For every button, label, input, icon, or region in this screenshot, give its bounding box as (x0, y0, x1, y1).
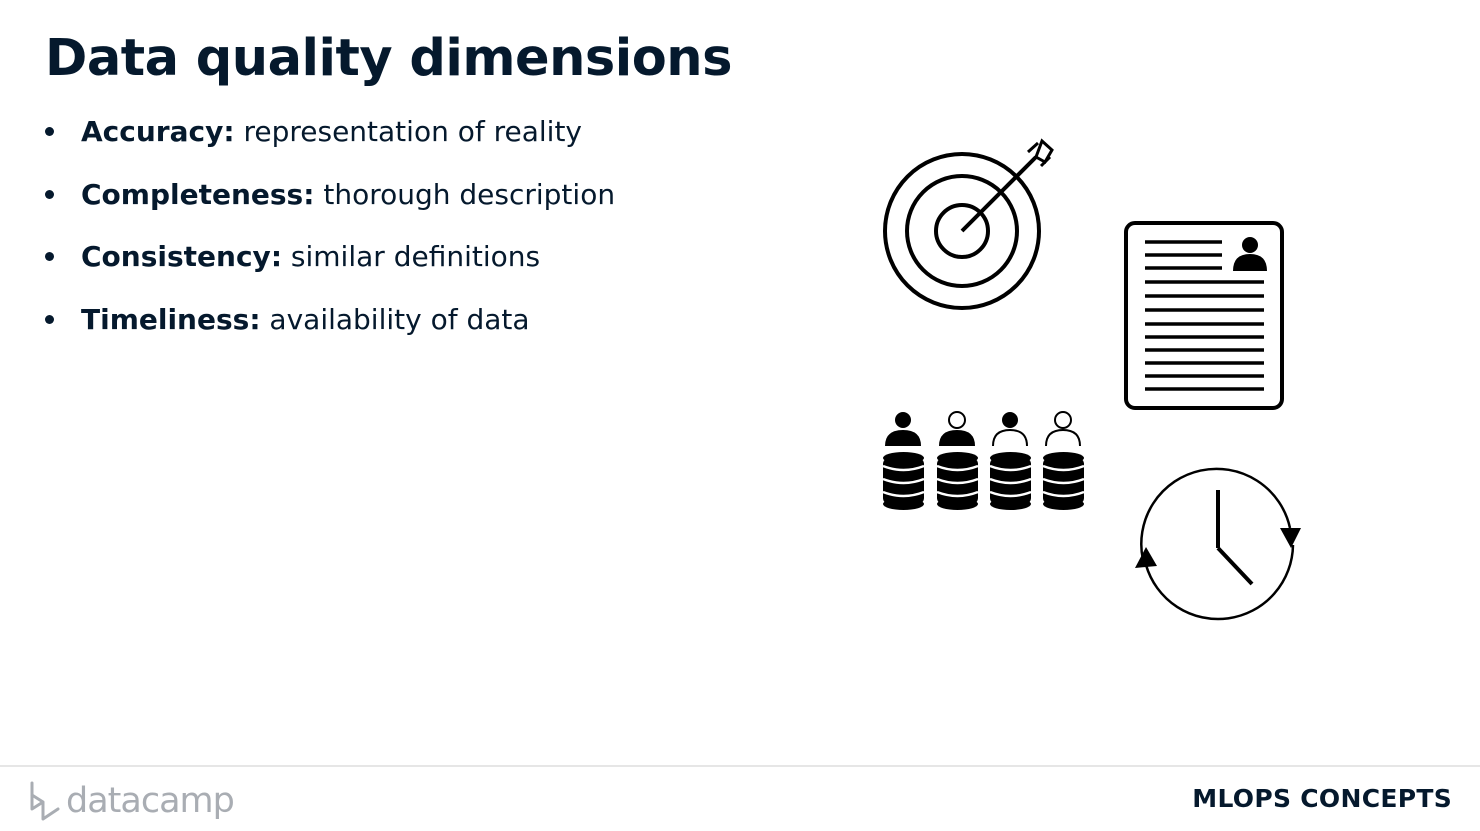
bullet-description: availability of data (260, 302, 530, 336)
bullet-description: representation of reality (234, 115, 582, 148)
bullet-term: Completeness (81, 177, 304, 211)
bullet-description: similar definitions (282, 240, 541, 273)
bullet-consistency: Consistency: similar definitions (45, 237, 615, 300)
bullet-term: Consistency (81, 240, 271, 273)
bullet-timeliness: Timeliness: availability of data (45, 300, 615, 363)
slide-title: Data quality dimensions (45, 29, 732, 88)
bullet-accuracy: Accuracy: representation of reality (45, 112, 615, 175)
bullet-list: Accuracy: representation of reality Comp… (45, 112, 615, 362)
footer-divider (0, 765, 1480, 767)
bullet-dot (45, 127, 54, 136)
bullet-completeness: Completeness: thorough description (45, 175, 615, 238)
people-database-icon (882, 411, 1085, 510)
brand-name: datacamp (66, 781, 235, 821)
bullet-colon: : (249, 302, 261, 336)
bullet-term: Accuracy (81, 115, 224, 148)
bullet-colon: : (303, 177, 315, 211)
datacamp-logo-icon (30, 781, 60, 821)
bullet-colon: : (223, 115, 235, 148)
bullet-colon: : (270, 240, 283, 273)
brand: datacamp (28, 778, 235, 824)
target-icon (883, 138, 1054, 310)
bullet-dot (45, 189, 54, 199)
bullet-description: thorough description (314, 177, 616, 211)
bullet-dot (45, 314, 54, 324)
clock-cycle-icon (1135, 467, 1301, 621)
course-title: MLOPS CONCEPTS (1192, 784, 1452, 813)
bullet-dot (45, 252, 54, 261)
bullet-term: Timeliness (81, 302, 250, 336)
document-profile-icon (1124, 221, 1284, 410)
